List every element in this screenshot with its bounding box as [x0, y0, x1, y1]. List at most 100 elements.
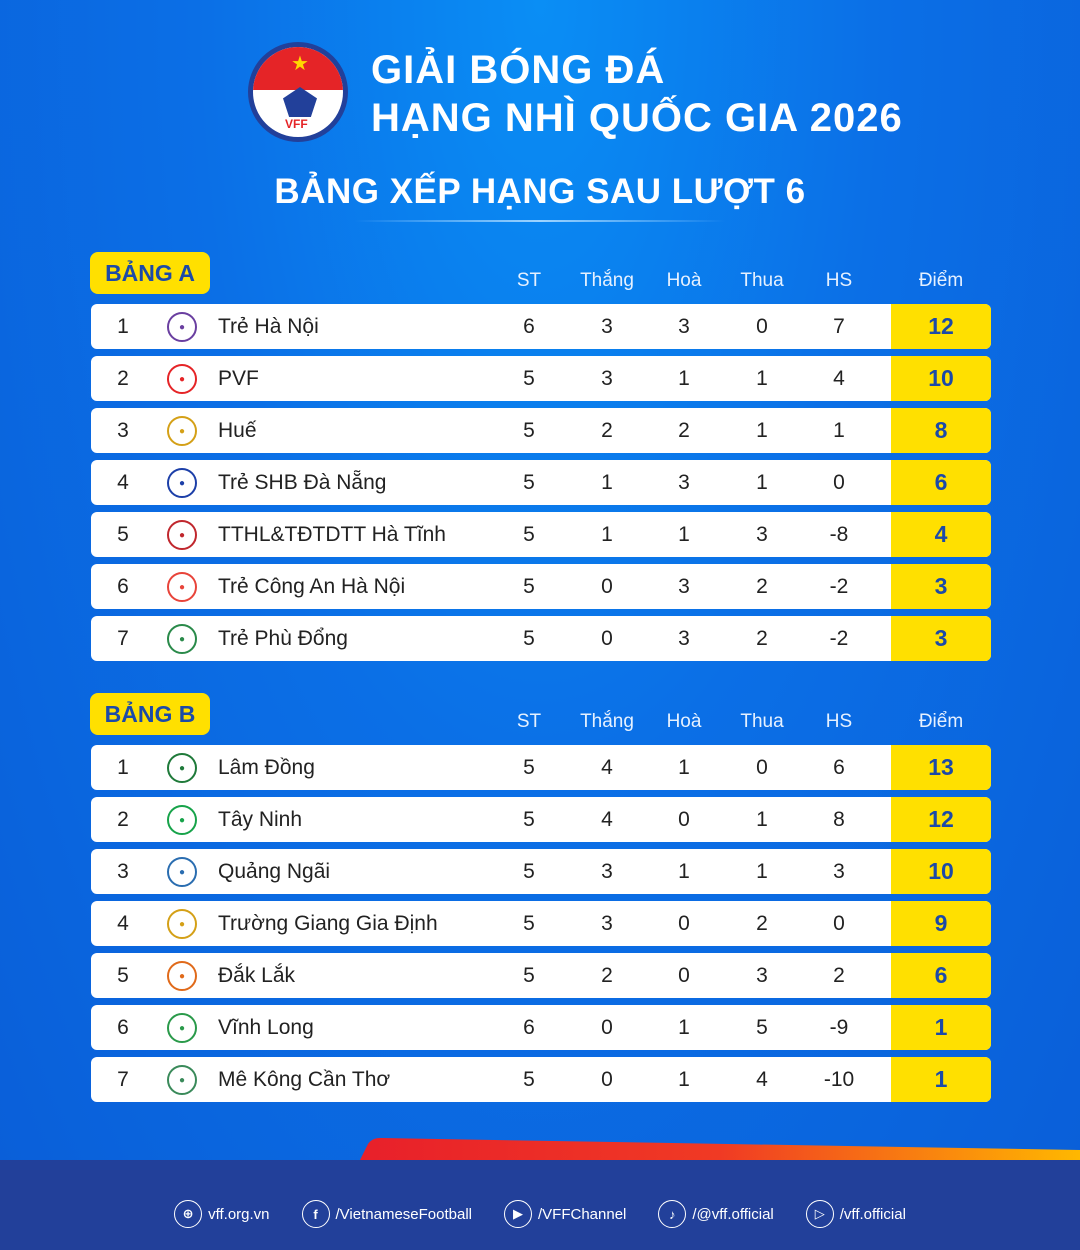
rank: 2: [117, 367, 129, 390]
table-row: 3 ● Huế 5 2 2 1 1 8: [91, 408, 991, 453]
column-header: Hoà: [666, 270, 702, 291]
team-logo-icon: ●: [167, 364, 197, 394]
stat-w: 0: [601, 627, 613, 650]
vff-logo: ★ VFF: [248, 42, 348, 142]
column-header: Thua: [740, 711, 784, 732]
stat-d: 1: [678, 367, 690, 390]
team-logo-icon: ●: [167, 805, 197, 835]
team-logo-icon: ●: [167, 909, 197, 939]
social-link[interactable]: ▷ /vff.official: [805, 1200, 906, 1228]
team-name: Trẻ Công An Hà Nội: [218, 575, 406, 598]
page-title: GIẢI BÓNG ĐÁ HẠNG NHÌ QUỐC GIA 2026: [371, 46, 903, 142]
stat-hs: 4: [833, 367, 845, 390]
stat-st: 5: [523, 756, 535, 779]
social-link-text: /VietnameseFootball: [335, 1205, 472, 1223]
team-logo-icon: ●: [167, 1065, 197, 1095]
social-link[interactable]: f/VietnameseFootball: [301, 1200, 472, 1228]
team-logo-icon: ●: [167, 312, 197, 342]
column-header: Hoà: [666, 711, 702, 732]
stat-st: 5: [523, 627, 535, 650]
team-logo-icon: ●: [167, 624, 197, 654]
points: 3: [891, 616, 991, 661]
team-logo-icon: ●: [167, 753, 197, 783]
team-name: Trẻ Hà Nội: [218, 315, 319, 338]
stat-w: 4: [601, 756, 613, 779]
stat-st: 5: [523, 471, 535, 494]
stat-l: 2: [756, 575, 768, 598]
team-name: TTHL&TĐTDTT Hà Tĩnh: [218, 523, 446, 546]
stat-st: 5: [523, 575, 535, 598]
stat-hs: 7: [833, 315, 845, 338]
team-logo-icon: ●: [167, 468, 197, 498]
globe-icon: ⊕: [174, 1200, 203, 1228]
stat-w: 3: [601, 367, 613, 390]
team-name: Huế: [218, 419, 257, 442]
rank: 1: [117, 315, 129, 338]
stat-st: 5: [523, 860, 535, 883]
stat-l: 0: [756, 756, 768, 779]
points: 6: [891, 953, 991, 998]
points: 1: [891, 1057, 991, 1102]
stat-l: 4: [756, 1068, 768, 1091]
stat-l: 0: [756, 315, 768, 338]
points: 10: [891, 356, 991, 401]
stat-hs: -2: [829, 575, 849, 598]
social-links: ⊕ vff.org.vn f/VietnameseFootball ▶ /VFFChan…: [0, 1200, 1080, 1228]
team-name: Trường Giang Gia Định: [218, 912, 438, 935]
team-logo-icon: ●: [167, 961, 197, 991]
stat-st: 6: [523, 315, 535, 338]
social-link-text: /@vff.official: [692, 1205, 774, 1223]
column-header: Điểm: [918, 270, 964, 291]
stat-d: 0: [678, 964, 690, 987]
points: 3: [891, 564, 991, 609]
points: 8: [891, 408, 991, 453]
table-row: 6 ● Vĩnh Long 6 0 1 5 -9 1: [91, 1005, 991, 1050]
stat-hs: -8: [829, 523, 849, 546]
column-header: HS: [825, 270, 853, 291]
social-link[interactable]: ♪ /@vff.official: [658, 1200, 774, 1228]
stat-l: 5: [756, 1016, 768, 1039]
stat-d: 2: [678, 419, 690, 442]
column-header: ST: [516, 270, 542, 291]
rank: 4: [117, 471, 129, 494]
divider: [355, 220, 725, 222]
social-link[interactable]: ▶ /VFFChannel: [504, 1200, 626, 1228]
rank: 2: [117, 808, 129, 831]
tiktok-icon: ♪: [658, 1200, 687, 1228]
team-name: Trẻ Phù Đổng: [218, 627, 348, 650]
table-row: 4 ● Trẻ SHB Đà Nẵng 5 1 3 1 0 6: [91, 460, 991, 505]
stat-d: 1: [678, 523, 690, 546]
stat-l: 1: [756, 471, 768, 494]
column-header: HS: [825, 711, 853, 732]
stat-st: 6: [523, 1016, 535, 1039]
stat-w: 0: [601, 1016, 613, 1039]
stat-d: 3: [678, 471, 690, 494]
table-row: 2 ● PVF 5 3 1 1 4 10: [91, 356, 991, 401]
rank: 7: [117, 1068, 129, 1091]
stat-w: 1: [601, 471, 613, 494]
stat-d: 1: [678, 756, 690, 779]
rank: 5: [117, 523, 129, 546]
team-name: Vĩnh Long: [218, 1016, 314, 1039]
stat-d: 3: [678, 315, 690, 338]
stat-w: 3: [601, 860, 613, 883]
team-name: Tây Ninh: [218, 808, 303, 831]
rank: 5: [117, 964, 129, 987]
stat-w: 3: [601, 912, 613, 935]
table-row: 1 ● Lâm Đồng 5 4 1 0 6 13: [91, 745, 991, 790]
points: 6: [891, 460, 991, 505]
play-icon: ▷: [805, 1200, 834, 1228]
youtube-icon: ▶: [504, 1200, 532, 1228]
stat-hs: 1: [833, 419, 845, 442]
table-row: 5 ● Đắk Lắk 5 2 0 3 2 6: [91, 953, 991, 998]
stat-hs: 3: [833, 860, 845, 883]
team-name: PVF: [218, 367, 259, 390]
stat-l: 3: [756, 523, 768, 546]
table-row: 2 ● Tây Ninh 5 4 0 1 8 12: [91, 797, 991, 842]
stat-hs: -10: [823, 1068, 855, 1091]
stat-w: 3: [601, 315, 613, 338]
social-link[interactable]: ⊕ vff.org.vn: [174, 1200, 270, 1228]
group-badge: BẢNG A: [90, 252, 210, 294]
team-name: Đắk Lắk: [218, 964, 296, 987]
stat-d: 3: [678, 627, 690, 650]
